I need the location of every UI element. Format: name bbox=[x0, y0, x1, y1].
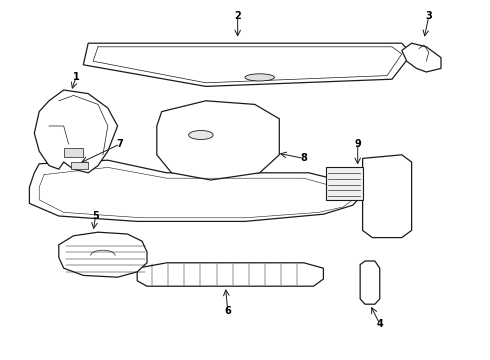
Polygon shape bbox=[402, 43, 441, 72]
Text: 6: 6 bbox=[224, 306, 231, 316]
Text: 1: 1 bbox=[73, 72, 79, 82]
Polygon shape bbox=[34, 90, 118, 173]
Ellipse shape bbox=[189, 130, 213, 139]
Polygon shape bbox=[157, 101, 279, 180]
Text: 3: 3 bbox=[425, 11, 432, 21]
Polygon shape bbox=[29, 160, 363, 221]
Polygon shape bbox=[83, 43, 412, 86]
Text: 2: 2 bbox=[234, 11, 241, 21]
Text: 8: 8 bbox=[300, 153, 307, 163]
Polygon shape bbox=[363, 155, 412, 238]
Text: 7: 7 bbox=[117, 139, 123, 149]
Text: 9: 9 bbox=[354, 139, 361, 149]
Bar bbox=[64, 148, 83, 157]
Text: 4: 4 bbox=[376, 319, 383, 329]
Ellipse shape bbox=[245, 74, 274, 81]
Bar bbox=[326, 167, 363, 200]
Polygon shape bbox=[360, 261, 380, 304]
Bar bbox=[71, 162, 88, 169]
Polygon shape bbox=[59, 232, 147, 277]
Polygon shape bbox=[137, 263, 323, 286]
Text: 5: 5 bbox=[92, 211, 99, 221]
